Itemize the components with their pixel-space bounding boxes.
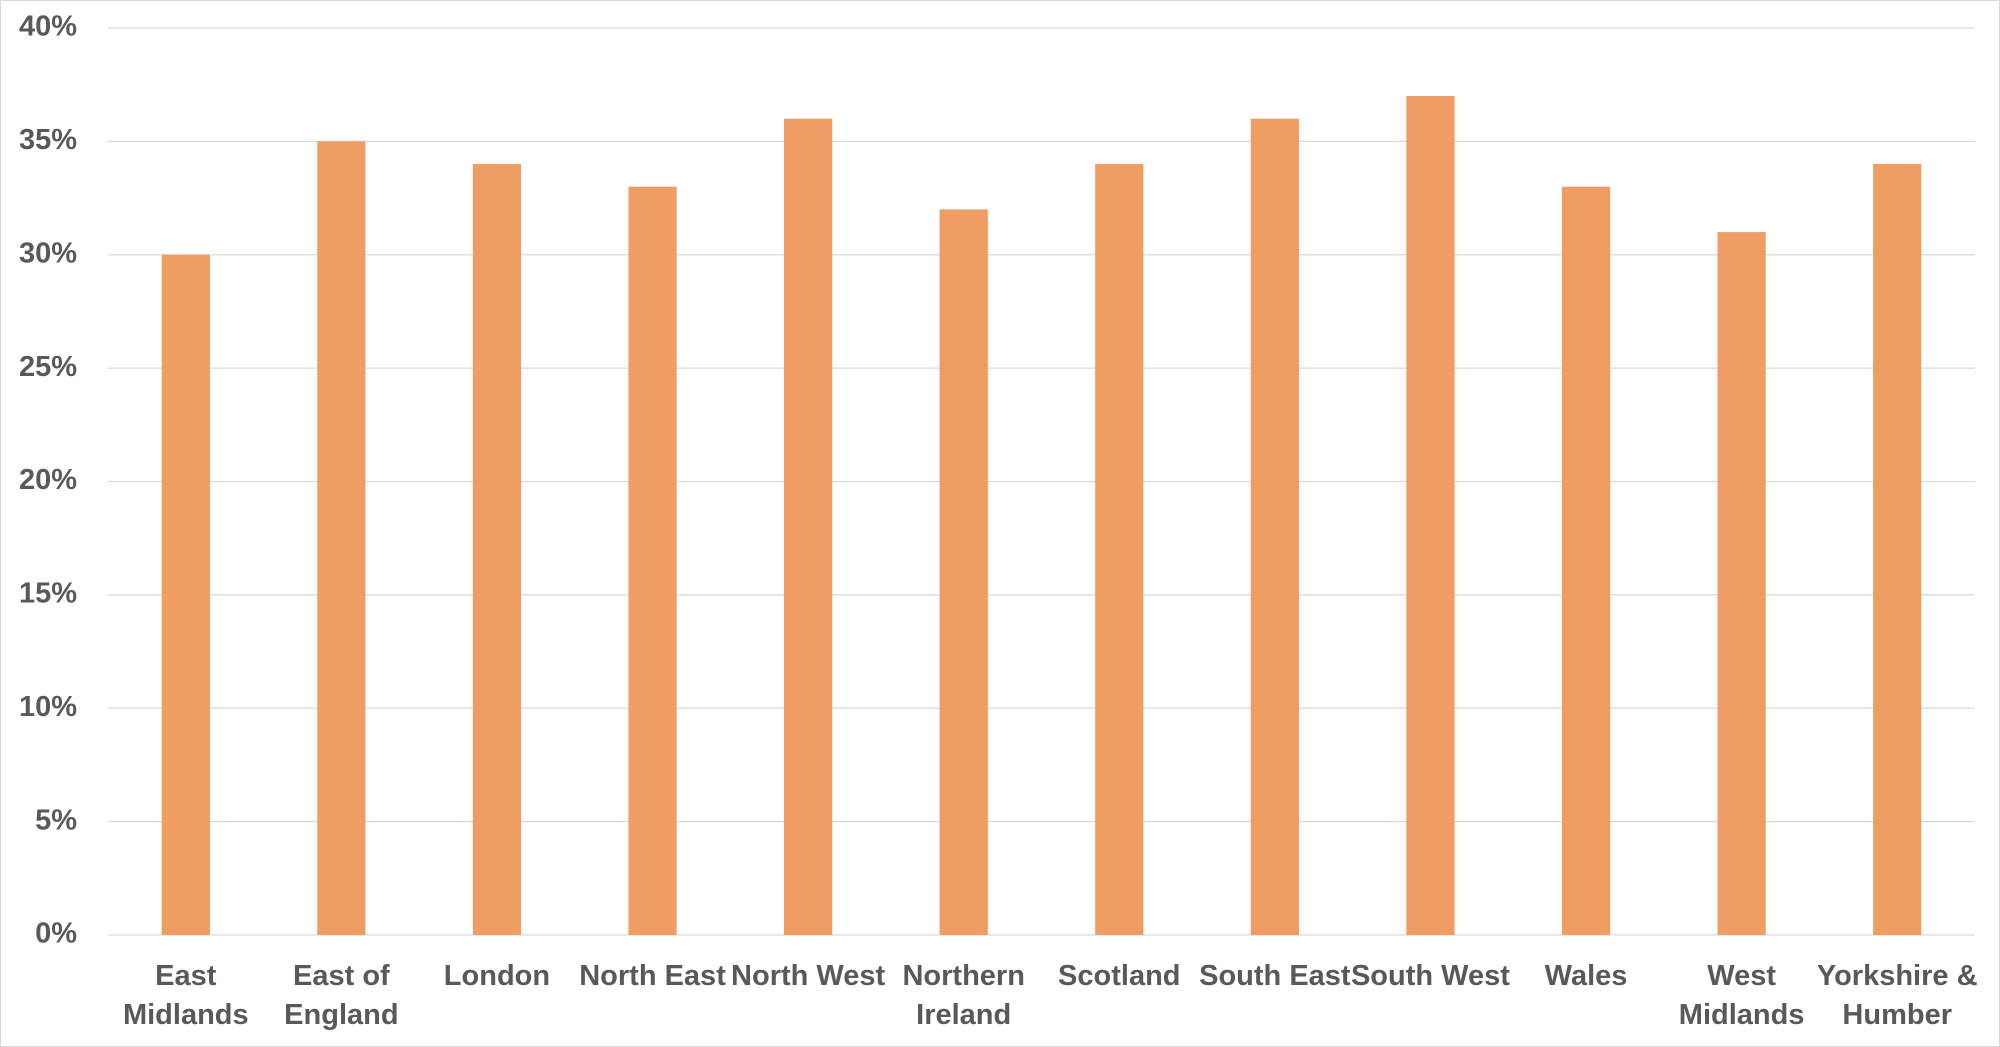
y-tick-label: 35%	[19, 124, 77, 156]
x-tick-label: Wales	[1544, 960, 1628, 992]
bar	[1406, 96, 1455, 935]
bar	[161, 254, 210, 935]
bar	[472, 164, 522, 936]
x-tick-label: London	[443, 960, 551, 992]
bar	[317, 141, 366, 935]
x-tick-label: Northern Ireland	[902, 960, 1025, 1031]
y-tick-label: 15%	[19, 578, 77, 610]
x-tick-label: East Midlands	[122, 960, 249, 1031]
bar	[784, 118, 833, 935]
y-tick-label: 0%	[35, 918, 77, 950]
bar	[1873, 164, 1922, 936]
y-tick-label: 20%	[19, 464, 77, 496]
x-tick-label: South West	[1350, 960, 1510, 992]
x-tick-label: South East	[1199, 960, 1351, 992]
y-tick-label: 5%	[35, 804, 77, 836]
y-tick-label: 10%	[19, 691, 77, 723]
bar	[628, 186, 677, 936]
y-tick-label: 40%	[19, 11, 77, 43]
x-tick-label: East of England	[284, 960, 399, 1031]
x-tick-label: Scotland	[1058, 960, 1181, 992]
bar	[939, 209, 988, 935]
x-tick-label: Yorkshire & Humber	[1816, 960, 1978, 1031]
x-tick-label: North East	[579, 960, 726, 992]
bar	[1561, 186, 1611, 936]
x-tick-label: North West	[731, 960, 886, 992]
x-tick-label: West Midlands	[1678, 960, 1805, 1031]
bar	[1250, 118, 1299, 935]
y-tick-label: 25%	[19, 351, 77, 383]
y-tick-label: 30%	[19, 237, 77, 269]
bar	[1095, 164, 1144, 936]
bar	[1717, 232, 1766, 935]
